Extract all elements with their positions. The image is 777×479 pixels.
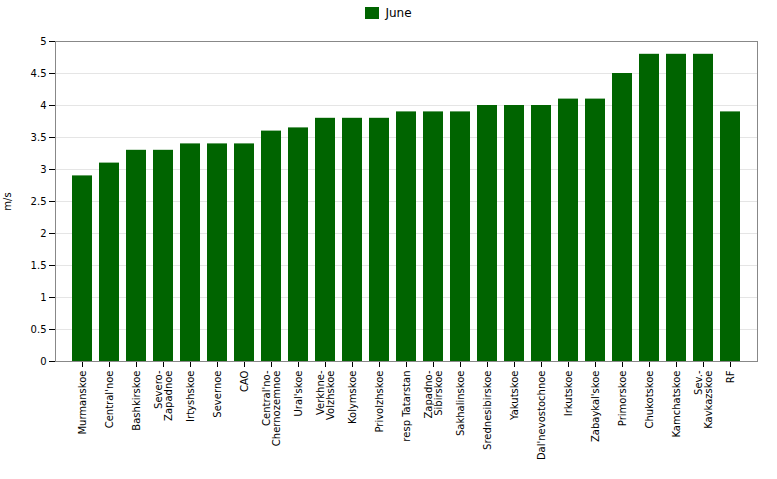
svg-text:Ural'skoe: Ural'skoe bbox=[293, 371, 304, 417]
svg-text:Zapadno-Sibirskoe: Zapadno-Sibirskoe bbox=[423, 370, 444, 418]
svg-text:Sakhalinskoe: Sakhalinskoe bbox=[455, 371, 466, 437]
svg-text:RF: RF bbox=[725, 370, 736, 383]
svg-text:Irkutskoe: Irkutskoe bbox=[563, 371, 574, 417]
svg-text:Sev.-Kavkazskoe: Sev.-Kavkazskoe bbox=[693, 370, 714, 429]
svg-text:4: 4 bbox=[40, 100, 46, 111]
svg-text:CAO: CAO bbox=[239, 370, 250, 392]
svg-text:1: 1 bbox=[40, 292, 46, 303]
svg-text:m/s: m/s bbox=[2, 192, 13, 210]
svg-text:Bashkirskoe: Bashkirskoe bbox=[131, 371, 142, 431]
svg-text:3: 3 bbox=[40, 164, 46, 175]
svg-text:Murmanskoe: Murmanskoe bbox=[77, 371, 88, 435]
svg-text:0.5: 0.5 bbox=[31, 324, 47, 335]
svg-text:Verkhne-Volzhskoe: Verkhne-Volzhskoe bbox=[315, 370, 336, 420]
svg-text:Severnoe: Severnoe bbox=[212, 371, 223, 418]
svg-text:Privolzhskoe: Privolzhskoe bbox=[374, 371, 385, 433]
svg-text:4.5: 4.5 bbox=[31, 68, 47, 79]
svg-text:Kolymskoe: Kolymskoe bbox=[347, 371, 358, 425]
svg-text:resp Tatarstan: resp Tatarstan bbox=[401, 371, 412, 442]
svg-text:3.5: 3.5 bbox=[31, 132, 47, 143]
svg-text:Yakutskoe: Yakutskoe bbox=[509, 371, 520, 422]
svg-text:Irtyshskoe: Irtyshskoe bbox=[185, 371, 196, 422]
svg-text:Zabaykal'skoe: Zabaykal'skoe bbox=[590, 371, 601, 443]
svg-text:2.5: 2.5 bbox=[31, 196, 47, 207]
svg-text:Severo-Zapadnoe: Severo-Zapadnoe bbox=[153, 370, 174, 421]
svg-text:Primorskoe: Primorskoe bbox=[617, 371, 628, 427]
svg-text:Kamchatskoe: Kamchatskoe bbox=[671, 371, 682, 438]
html-text:June: June bbox=[385, 6, 412, 20]
svg-text:Srednesibirskoe: Srednesibirskoe bbox=[482, 371, 493, 450]
svg-text:2: 2 bbox=[40, 228, 46, 239]
svg-text:Central'no-Chernozemnoe: Central'no-Chernozemnoe bbox=[261, 370, 282, 446]
svg-text:Chukotskoe: Chukotskoe bbox=[644, 371, 655, 429]
svg-text:Dal'nevostochnoe: Dal'nevostochnoe bbox=[536, 371, 547, 461]
svg-text:5: 5 bbox=[40, 36, 46, 47]
svg-text:Central'noe: Central'noe bbox=[104, 371, 115, 429]
svg-text:0: 0 bbox=[40, 356, 46, 367]
svg-text:1.5: 1.5 bbox=[31, 260, 47, 271]
